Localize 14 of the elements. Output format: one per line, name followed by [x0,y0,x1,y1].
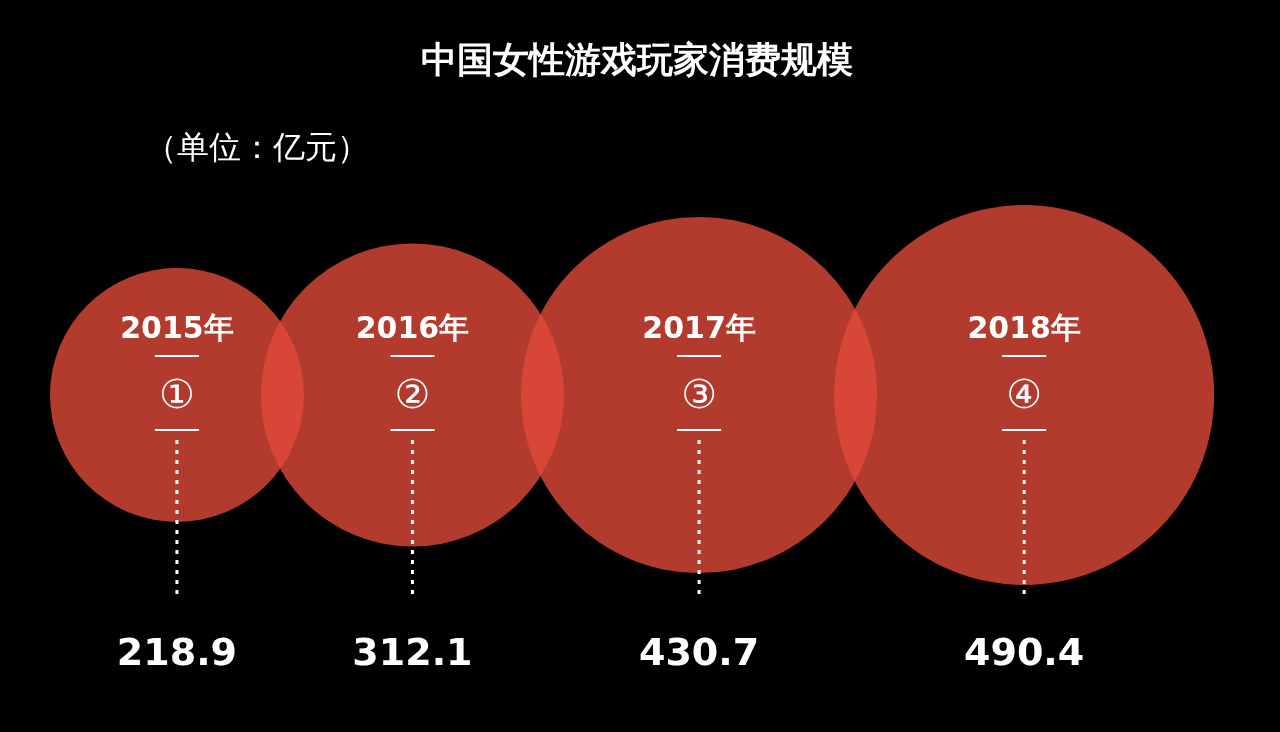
category-label: 2017年 [642,310,756,345]
text: ③ [681,371,718,417]
category-label: 2018年 [967,310,1081,345]
category-label: 2016年 [355,310,470,345]
data-label: 312.1 [352,630,473,674]
text: 中国女性游戏玩家消费规模 [421,39,853,80]
text: （单位：亿元） [145,128,369,166]
text: ② [394,371,431,417]
data-label: 490.4 [964,630,1085,674]
data-label: 430.7 [638,630,760,674]
category-label: 2015年 [120,310,234,345]
data-label: 218.9 [116,630,238,674]
text: ① [159,371,195,417]
text: ④ [1006,371,1043,417]
